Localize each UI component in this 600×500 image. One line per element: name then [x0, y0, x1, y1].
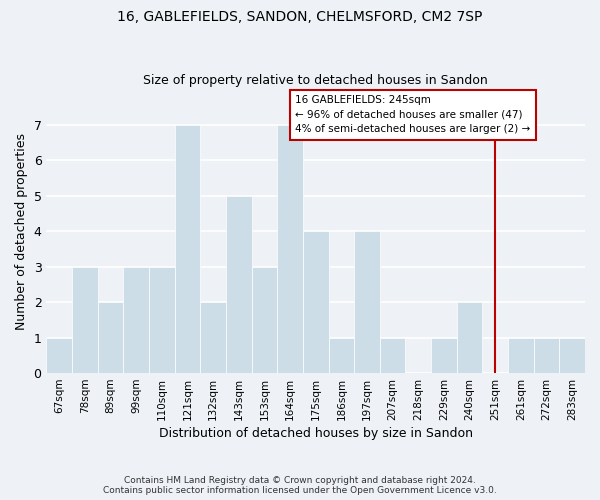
Bar: [457, 302, 482, 373]
Bar: [303, 232, 329, 373]
Title: Size of property relative to detached houses in Sandon: Size of property relative to detached ho…: [143, 74, 488, 87]
Bar: [380, 338, 406, 373]
Y-axis label: Number of detached properties: Number of detached properties: [15, 133, 28, 330]
Bar: [72, 267, 98, 373]
Bar: [534, 338, 559, 373]
Bar: [251, 267, 277, 373]
Bar: [277, 125, 303, 373]
Bar: [508, 338, 534, 373]
Bar: [559, 338, 585, 373]
Bar: [175, 125, 200, 373]
Bar: [226, 196, 251, 373]
Bar: [329, 338, 354, 373]
Bar: [149, 267, 175, 373]
Bar: [200, 302, 226, 373]
X-axis label: Distribution of detached houses by size in Sandon: Distribution of detached houses by size …: [159, 427, 473, 440]
Text: 16 GABLEFIELDS: 245sqm
← 96% of detached houses are smaller (47)
4% of semi-deta: 16 GABLEFIELDS: 245sqm ← 96% of detached…: [295, 95, 530, 134]
Text: Contains HM Land Registry data © Crown copyright and database right 2024.
Contai: Contains HM Land Registry data © Crown c…: [103, 476, 497, 495]
Text: 16, GABLEFIELDS, SANDON, CHELMSFORD, CM2 7SP: 16, GABLEFIELDS, SANDON, CHELMSFORD, CM2…: [118, 10, 482, 24]
Bar: [431, 338, 457, 373]
Bar: [98, 302, 124, 373]
Bar: [354, 232, 380, 373]
Bar: [46, 338, 72, 373]
Bar: [124, 267, 149, 373]
